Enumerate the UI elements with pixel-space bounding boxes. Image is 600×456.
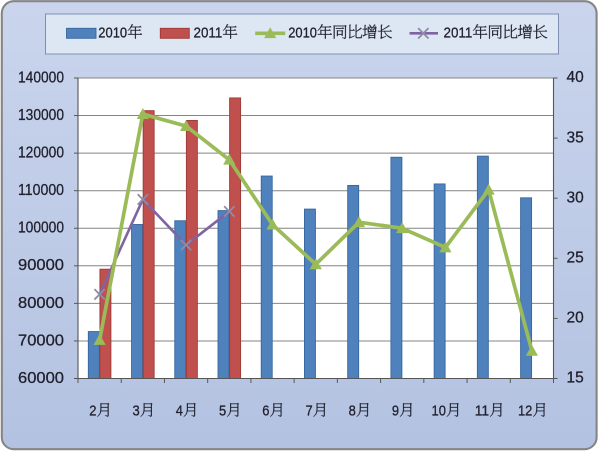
svg-text:9: 9 — [392, 403, 399, 420]
svg-text:70000: 70000 — [18, 332, 64, 349]
svg-text:120000: 120000 — [18, 145, 64, 162]
svg-text:110000: 110000 — [18, 182, 64, 199]
svg-text:30: 30 — [567, 189, 585, 206]
svg-text:130000: 130000 — [18, 107, 64, 124]
svg-text:40: 40 — [567, 69, 585, 86]
svg-text:15: 15 — [567, 370, 584, 387]
svg-text:2010: 2010 — [288, 25, 317, 42]
svg-text:2: 2 — [89, 403, 96, 420]
svg-text:7: 7 — [305, 403, 312, 420]
svg-text:8: 8 — [349, 403, 356, 420]
svg-text:80000: 80000 — [18, 295, 64, 312]
svg-text:90000: 90000 — [18, 257, 64, 274]
svg-text:25: 25 — [567, 250, 584, 267]
svg-text:60000: 60000 — [18, 370, 64, 387]
svg-text:11: 11 — [475, 403, 489, 420]
svg-text:2011: 2011 — [194, 25, 223, 42]
svg-text:4: 4 — [176, 403, 183, 420]
svg-text:2011: 2011 — [444, 25, 473, 42]
svg-text:140000: 140000 — [18, 69, 64, 86]
svg-text:100000: 100000 — [18, 220, 64, 237]
svg-text:6: 6 — [262, 403, 269, 420]
svg-text:3: 3 — [133, 403, 140, 420]
svg-text:5: 5 — [219, 403, 226, 420]
svg-text:12: 12 — [518, 403, 532, 420]
svg-text:35: 35 — [567, 129, 584, 146]
svg-text:20: 20 — [567, 310, 585, 327]
svg-text:2010: 2010 — [98, 25, 127, 42]
svg-text:10: 10 — [432, 403, 446, 420]
